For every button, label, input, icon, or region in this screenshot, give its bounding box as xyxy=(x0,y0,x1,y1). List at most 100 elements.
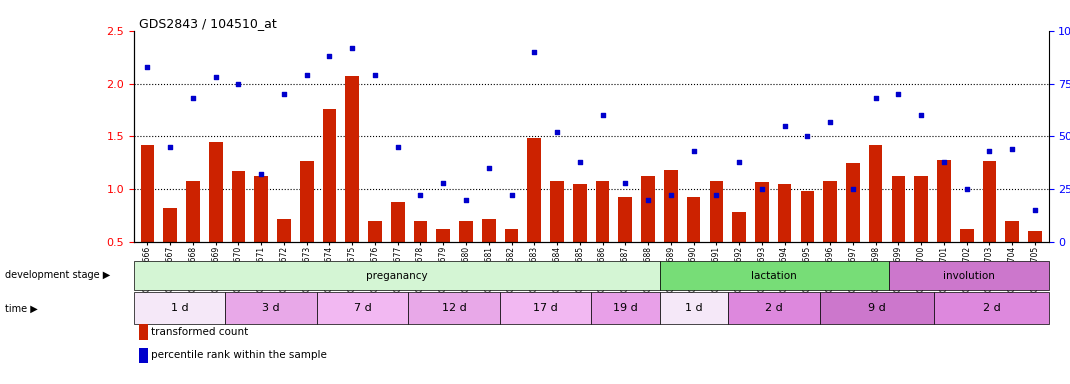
Point xyxy=(776,123,793,129)
Bar xyxy=(300,161,314,242)
Bar xyxy=(505,229,518,242)
Point xyxy=(981,148,998,154)
Bar xyxy=(591,292,660,324)
Bar xyxy=(755,182,768,242)
Point xyxy=(299,72,316,78)
Point xyxy=(685,148,702,154)
Point xyxy=(1004,146,1021,152)
Point xyxy=(230,81,247,87)
Bar xyxy=(528,139,541,242)
Bar xyxy=(572,184,586,242)
Bar xyxy=(800,191,814,242)
Bar xyxy=(664,170,677,242)
Bar xyxy=(550,181,564,242)
Text: 9 d: 9 d xyxy=(868,303,886,313)
Bar xyxy=(134,261,660,290)
Text: time ▶: time ▶ xyxy=(5,303,39,313)
Bar xyxy=(660,261,888,290)
Bar xyxy=(687,197,701,242)
Text: transformed count: transformed count xyxy=(151,327,248,337)
Point xyxy=(640,197,657,203)
Text: involution: involution xyxy=(943,270,994,281)
Text: GDS2843 / 104510_at: GDS2843 / 104510_at xyxy=(139,17,277,30)
Bar xyxy=(937,160,951,242)
Text: 3 d: 3 d xyxy=(262,303,279,313)
Bar xyxy=(134,292,226,324)
Bar xyxy=(317,292,409,324)
Point xyxy=(731,159,748,165)
Text: 19 d: 19 d xyxy=(613,303,638,313)
Point xyxy=(707,192,724,199)
Bar xyxy=(778,184,792,242)
Bar xyxy=(709,181,723,242)
Bar xyxy=(140,145,154,242)
Bar xyxy=(891,177,905,242)
Point xyxy=(366,72,383,78)
Text: lactation: lactation xyxy=(751,270,797,281)
Bar xyxy=(414,221,427,242)
Text: percentile rank within the sample: percentile rank within the sample xyxy=(151,350,326,360)
Point xyxy=(867,95,884,101)
Bar xyxy=(618,197,632,242)
Bar xyxy=(368,221,382,242)
Point xyxy=(275,91,292,97)
Bar xyxy=(164,208,177,242)
Bar xyxy=(459,221,473,242)
Bar xyxy=(934,292,1049,324)
Text: preganancy: preganancy xyxy=(366,270,428,281)
Bar xyxy=(641,177,655,242)
Point xyxy=(503,192,520,199)
Bar xyxy=(209,142,223,242)
Bar xyxy=(500,292,591,324)
Bar xyxy=(846,163,859,242)
Bar xyxy=(482,219,495,242)
Point xyxy=(753,186,770,192)
Bar xyxy=(888,261,1049,290)
Point xyxy=(412,192,429,199)
Bar xyxy=(323,109,336,242)
Bar xyxy=(820,292,934,324)
Bar xyxy=(409,292,500,324)
Point xyxy=(434,180,452,186)
Text: 17 d: 17 d xyxy=(533,303,557,313)
Bar xyxy=(915,177,928,242)
Point xyxy=(935,159,952,165)
Point xyxy=(799,133,816,139)
Text: 1 d: 1 d xyxy=(685,303,703,313)
Bar xyxy=(1028,231,1042,242)
Text: development stage ▶: development stage ▶ xyxy=(5,270,110,280)
Bar xyxy=(231,171,245,242)
Text: 7 d: 7 d xyxy=(353,303,371,313)
Text: 1 d: 1 d xyxy=(171,303,188,313)
Bar xyxy=(823,181,837,242)
Point xyxy=(662,192,679,199)
Point xyxy=(844,186,861,192)
Point xyxy=(890,91,907,97)
Bar xyxy=(277,219,291,242)
Bar xyxy=(1006,221,1019,242)
Text: 12 d: 12 d xyxy=(442,303,467,313)
Point xyxy=(822,119,839,125)
Point xyxy=(389,144,407,150)
Bar xyxy=(186,181,200,242)
Text: 2 d: 2 d xyxy=(982,303,1000,313)
Point xyxy=(480,165,498,171)
Bar xyxy=(226,292,317,324)
Point xyxy=(525,49,542,55)
Bar xyxy=(437,229,450,242)
Point xyxy=(571,159,588,165)
Point xyxy=(208,74,225,80)
Bar xyxy=(869,145,883,242)
Point xyxy=(139,64,156,70)
Bar xyxy=(391,202,404,242)
Bar xyxy=(960,229,974,242)
Point xyxy=(184,95,201,101)
Point xyxy=(549,129,566,135)
Point xyxy=(594,112,611,118)
Bar xyxy=(255,177,268,242)
Point xyxy=(958,186,975,192)
Bar xyxy=(729,292,820,324)
Bar xyxy=(732,212,746,242)
Point xyxy=(458,197,475,203)
Point xyxy=(343,45,361,51)
